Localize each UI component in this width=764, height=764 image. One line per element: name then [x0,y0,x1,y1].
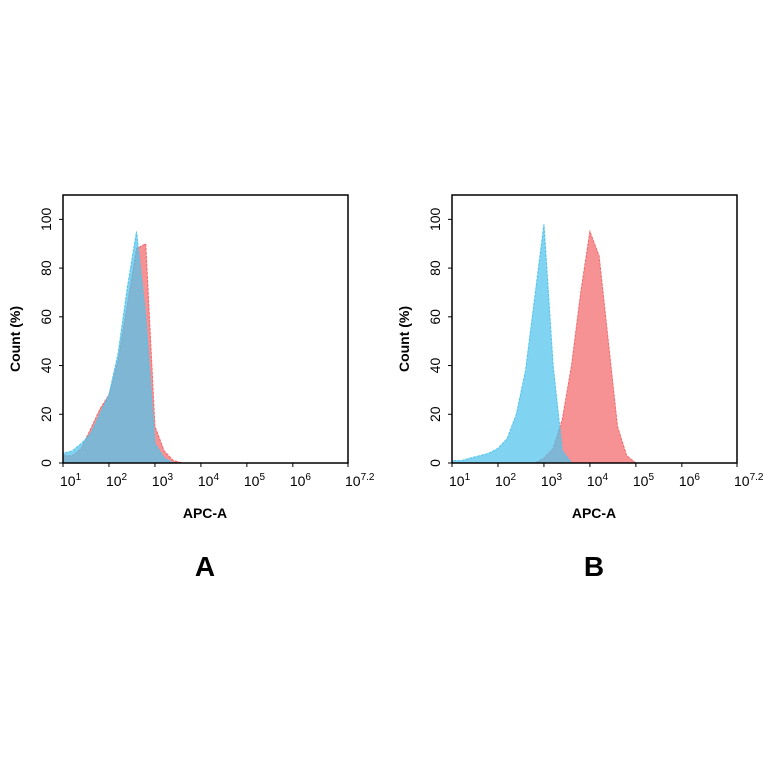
x-tick-label: 106 [290,472,312,489]
y-tick-label: 60 [427,309,443,325]
histogram-area [62,231,201,464]
y-tick-label: 0 [38,459,54,467]
x-tick-exponent: 3 [557,472,563,483]
x-tick-base: 10 [734,473,750,489]
y-tick-label: 40 [427,358,443,374]
x-tick-base: 10 [152,473,168,489]
x-tick-exponent: 1 [465,472,471,483]
y-tick-label: 20 [427,406,443,422]
x-tick-label: 107.2 [345,472,375,489]
panel-label: B [584,551,604,582]
x-tick-label: 102 [495,472,517,489]
y-axis-label: Count (%) [396,306,412,372]
x-tick-exponent: 5 [648,472,654,483]
x-tick-base: 10 [198,473,214,489]
y-tick-label: 100 [427,207,443,231]
x-tick-base: 10 [290,473,306,489]
y-tick-label: 80 [427,260,443,276]
x-tick-exponent: 2 [122,472,128,483]
x-tick-label: 104 [587,472,609,489]
x-tick-exponent: 1 [76,472,82,483]
y-tick-label: 40 [38,358,54,374]
x-tick-exponent: 2 [511,472,517,483]
x-tick-label: 104 [198,472,220,489]
x-tick-label: 105 [244,472,266,489]
x-tick-base: 10 [106,473,122,489]
plot-frame [62,194,349,464]
x-tick-label: 106 [679,472,701,489]
x-tick-base: 10 [244,473,260,489]
x-tick-exponent: 4 [602,472,608,483]
x-tick-base: 10 [679,473,695,489]
x-tick-label: 102 [106,472,128,489]
x-tick-exponent: 6 [694,472,700,483]
x-tick-exponent: 4 [213,472,219,483]
plot-frame [451,194,738,464]
x-tick-exponent: 6 [305,472,311,483]
y-tick-label: 100 [38,207,54,231]
x-tick-base: 10 [60,473,76,489]
x-tick-label: 105 [633,472,655,489]
y-tick-label: 20 [38,406,54,422]
x-tick-base: 10 [633,473,649,489]
panel-label: A [195,551,215,582]
y-tick-label: 80 [38,260,54,276]
y-tick-label: 0 [427,459,443,467]
x-tick-exponent: 5 [259,472,265,483]
x-axis-label: APC-A [183,505,227,521]
x-tick-base: 10 [345,473,361,489]
x-tick-base: 10 [449,473,465,489]
x-tick-label: 103 [152,472,174,489]
x-tick-exponent: 7.2 [361,472,375,483]
y-tick-label: 60 [38,309,54,325]
x-tick-label: 101 [60,472,82,489]
x-tick-exponent: 7.2 [750,472,764,483]
x-tick-exponent: 3 [168,472,174,483]
x-tick-base: 10 [541,473,557,489]
y-axis-label: Count (%) [7,306,23,372]
x-axis-label: APC-A [572,505,616,521]
x-tick-label: 107.2 [734,472,764,489]
x-tick-base: 10 [587,473,603,489]
x-tick-base: 10 [495,473,511,489]
x-tick-label: 103 [541,472,563,489]
x-tick-label: 101 [449,472,471,489]
